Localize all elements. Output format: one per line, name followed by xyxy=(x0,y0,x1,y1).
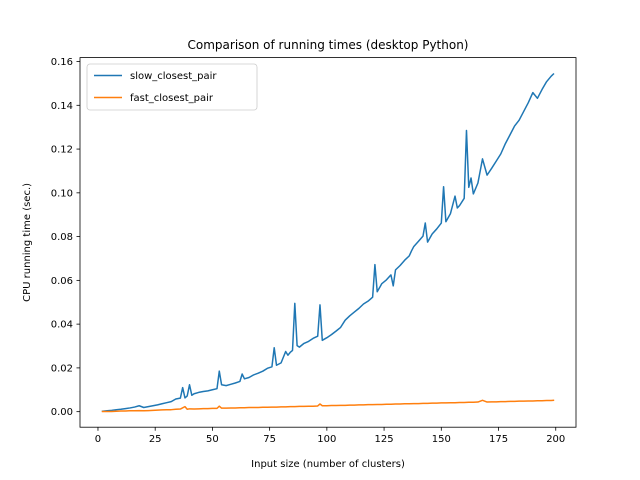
y-tick-label: 0.16 xyxy=(51,57,73,68)
x-tick-label: 125 xyxy=(375,434,394,445)
series-line-slow-closest-pair xyxy=(101,72,555,413)
legend-box xyxy=(86,63,258,111)
x-tick-label: 50 xyxy=(206,434,219,445)
plot-lines xyxy=(101,72,555,413)
y-tick-label: 0.10 xyxy=(51,188,73,199)
y-tick-label: 0.02 xyxy=(51,363,73,374)
y-tick-label: 0.04 xyxy=(51,320,73,331)
x-tick-label: 200 xyxy=(546,434,565,445)
x-tick-label: 175 xyxy=(489,434,508,445)
x-tick-label: 75 xyxy=(263,434,276,445)
y-tick-label: 0.00 xyxy=(51,407,73,418)
x-tick-label: 25 xyxy=(149,434,162,445)
x-axis: 0 25 50 75 100 125 150 175 200 xyxy=(95,427,565,445)
legend-label-slow-closest-pair: slow_closest_pair xyxy=(130,71,217,82)
y-axis-label: CPU running time (sec.) xyxy=(22,183,33,302)
x-axis-label: Input size (number of clusters) xyxy=(251,459,405,470)
y-tick-label: 0.12 xyxy=(51,145,73,156)
x-tick-label: 100 xyxy=(317,434,336,445)
plot-frame xyxy=(79,57,577,428)
y-axis: 0.00 0.02 0.04 0.06 0.08 0.10 0.12 0.14 0.16 xyxy=(51,57,80,418)
x-tick-label: 150 xyxy=(432,434,451,445)
chart-title: Comparison of running times (desktop Pyt… xyxy=(188,38,469,52)
series-line-fast-closest-pair xyxy=(101,399,555,413)
legend: slow_closest_pair fast_closest_pair xyxy=(86,63,258,111)
legend-label-fast-closest-pair: fast_closest_pair xyxy=(130,93,214,104)
y-tick-label: 0.14 xyxy=(51,101,73,112)
y-tick-label: 0.08 xyxy=(51,232,73,243)
x-tick-label: 0 xyxy=(95,434,101,445)
y-tick-label: 0.06 xyxy=(51,276,73,287)
